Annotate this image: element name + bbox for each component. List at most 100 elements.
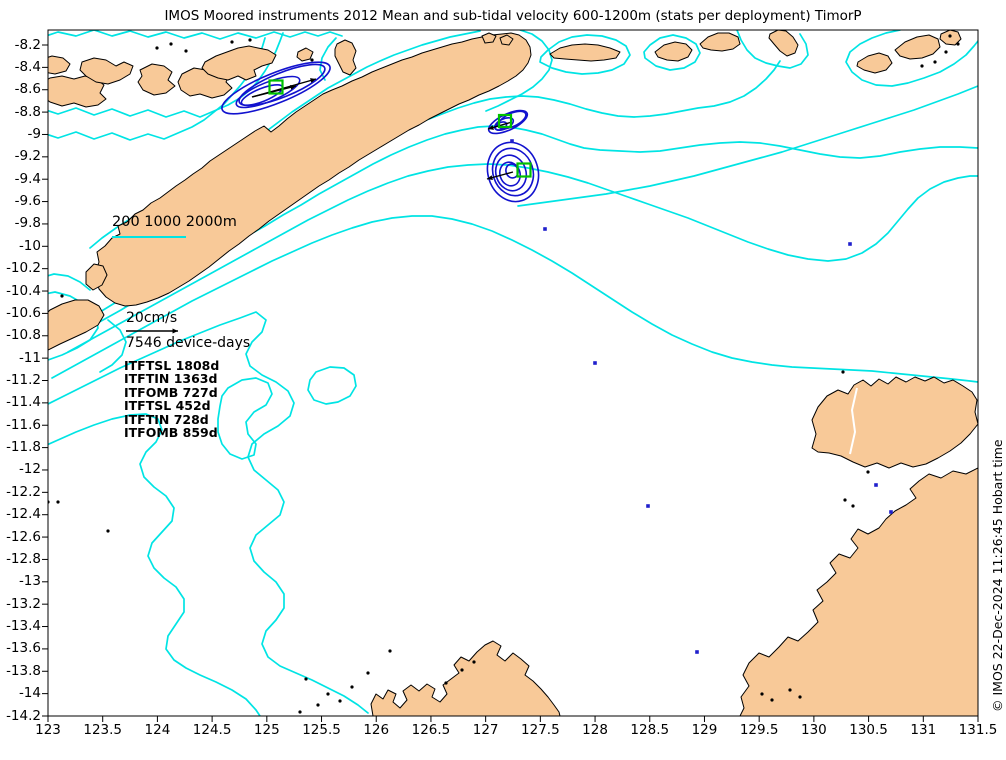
islet bbox=[338, 699, 342, 703]
landmass bbox=[699, 32, 741, 52]
islet bbox=[798, 695, 802, 699]
landmass bbox=[48, 55, 71, 75]
landmass bbox=[79, 57, 134, 85]
islet bbox=[851, 504, 855, 508]
bathymetry-contour-line bbox=[643, 34, 701, 71]
velocity-arrow-shaft bbox=[251, 85, 297, 98]
instrument-dot[interactable] bbox=[874, 483, 878, 487]
islet bbox=[788, 688, 792, 692]
y-tick-label: -13.2 bbox=[6, 595, 41, 612]
mooring-site[interactable] bbox=[217, 52, 336, 123]
y-tick-label: -12.2 bbox=[6, 483, 41, 500]
instrument-dot[interactable] bbox=[543, 227, 547, 231]
y-tick-label: -8.2 bbox=[14, 36, 41, 53]
total-device-days-label: 7546 device-days bbox=[126, 335, 251, 351]
landmass bbox=[370, 640, 561, 716]
islet bbox=[760, 692, 764, 696]
y-tick-label: -12.8 bbox=[6, 550, 41, 567]
y-tick-label: -8.6 bbox=[14, 81, 41, 98]
bathymetry-contour-line bbox=[48, 291, 99, 361]
velocity-arrow-head bbox=[487, 175, 493, 180]
y-tick-label: -9.2 bbox=[14, 148, 41, 165]
x-tick-label: 128.5 bbox=[630, 722, 670, 738]
y-tick-label: -12.4 bbox=[6, 506, 41, 523]
x-tick-label: 128 bbox=[582, 722, 608, 738]
bathymetry-contour-line bbox=[48, 311, 369, 714]
landmass bbox=[296, 47, 314, 62]
velocity-arrow-head bbox=[290, 84, 296, 90]
tiwi-strait bbox=[849, 387, 858, 455]
x-tick-label: 127 bbox=[472, 722, 499, 738]
islet bbox=[56, 500, 60, 504]
landmass bbox=[654, 41, 693, 62]
islet bbox=[388, 649, 392, 653]
x-tick-label: 129.5 bbox=[739, 722, 779, 738]
landmass bbox=[137, 63, 176, 96]
velocity-variance-ellipse bbox=[494, 154, 528, 192]
islet bbox=[326, 692, 330, 696]
y-tick-label: -12.6 bbox=[6, 528, 41, 545]
islet bbox=[933, 60, 937, 64]
x-tick-label: 131 bbox=[910, 722, 937, 738]
islet bbox=[316, 703, 320, 707]
y-tick-label: -11.4 bbox=[6, 394, 41, 411]
landmass bbox=[811, 376, 978, 469]
instrument-dot[interactable] bbox=[510, 139, 514, 143]
x-tick-label: 126 bbox=[363, 722, 390, 738]
velocity-variance-ellipse bbox=[221, 61, 331, 115]
landmass bbox=[48, 75, 107, 108]
y-tick-label: -8.4 bbox=[14, 58, 41, 75]
y-tick-label: -10.2 bbox=[6, 260, 41, 277]
islet bbox=[444, 681, 448, 685]
x-tick-label: 123.5 bbox=[83, 722, 123, 738]
instrument-dot[interactable] bbox=[646, 504, 650, 508]
bathymetry-contour-line bbox=[48, 413, 261, 716]
islet bbox=[460, 668, 464, 672]
mooring-site[interactable] bbox=[486, 106, 531, 138]
bathymetry-contour-line bbox=[485, 30, 553, 112]
deployment-days-label: ITFOMB 859d bbox=[124, 425, 218, 441]
mooring-site[interactable] bbox=[480, 136, 546, 209]
bathymetry-contour-line bbox=[99, 319, 127, 373]
bathymetry-contour-line bbox=[736, 30, 809, 69]
mooring-marker[interactable] bbox=[516, 162, 532, 178]
mooring-marker[interactable] bbox=[268, 79, 284, 95]
y-tick-label: -11.2 bbox=[6, 372, 41, 388]
x-tick-label: 130.5 bbox=[849, 722, 888, 738]
instrument-dot[interactable] bbox=[889, 510, 893, 514]
x-tick-label: 126.5 bbox=[411, 722, 451, 738]
islet bbox=[184, 49, 188, 53]
islet bbox=[956, 42, 960, 46]
y-tick-label: -8.8 bbox=[14, 103, 41, 120]
velocity-variance-ellipse bbox=[491, 147, 535, 197]
deployment-days-label: ITFTSL 1808d bbox=[124, 358, 220, 373]
y-tick-label: -10.4 bbox=[6, 282, 41, 299]
y-tick-label: -14 bbox=[18, 685, 41, 702]
islet bbox=[60, 294, 64, 298]
y-tick-label: -12 bbox=[18, 461, 41, 478]
instrument-dot[interactable] bbox=[593, 361, 597, 365]
map-layers bbox=[48, 30, 978, 716]
x-tick-label: 129 bbox=[691, 722, 718, 738]
landmass bbox=[201, 45, 277, 81]
x-tick-label: 125.5 bbox=[302, 722, 341, 738]
y-tick-label: -9.8 bbox=[14, 215, 41, 232]
bathymetry-contour-line bbox=[319, 37, 337, 81]
instrument-dot[interactable] bbox=[695, 650, 699, 654]
mooring-marker[interactable] bbox=[497, 113, 513, 129]
landmass bbox=[334, 39, 357, 76]
y-tick-label: -9 bbox=[27, 125, 41, 142]
islet bbox=[841, 370, 845, 374]
bathymetry-contour-line bbox=[48, 30, 343, 40]
y-tick-label: -10.8 bbox=[6, 327, 41, 344]
bathymetry-contour-line bbox=[845, 30, 978, 87]
plot-frame bbox=[47, 29, 979, 717]
instrument-dot[interactable] bbox=[848, 242, 852, 246]
landmass bbox=[48, 299, 105, 351]
islet bbox=[350, 685, 354, 689]
landmass bbox=[739, 467, 978, 716]
y-tick-label: -13.6 bbox=[6, 640, 41, 657]
deployment-days-label: ITFTIN 1363d bbox=[124, 371, 218, 387]
bathymetry-contour-line bbox=[51, 215, 978, 383]
x-tick-label: 123 bbox=[35, 722, 61, 738]
